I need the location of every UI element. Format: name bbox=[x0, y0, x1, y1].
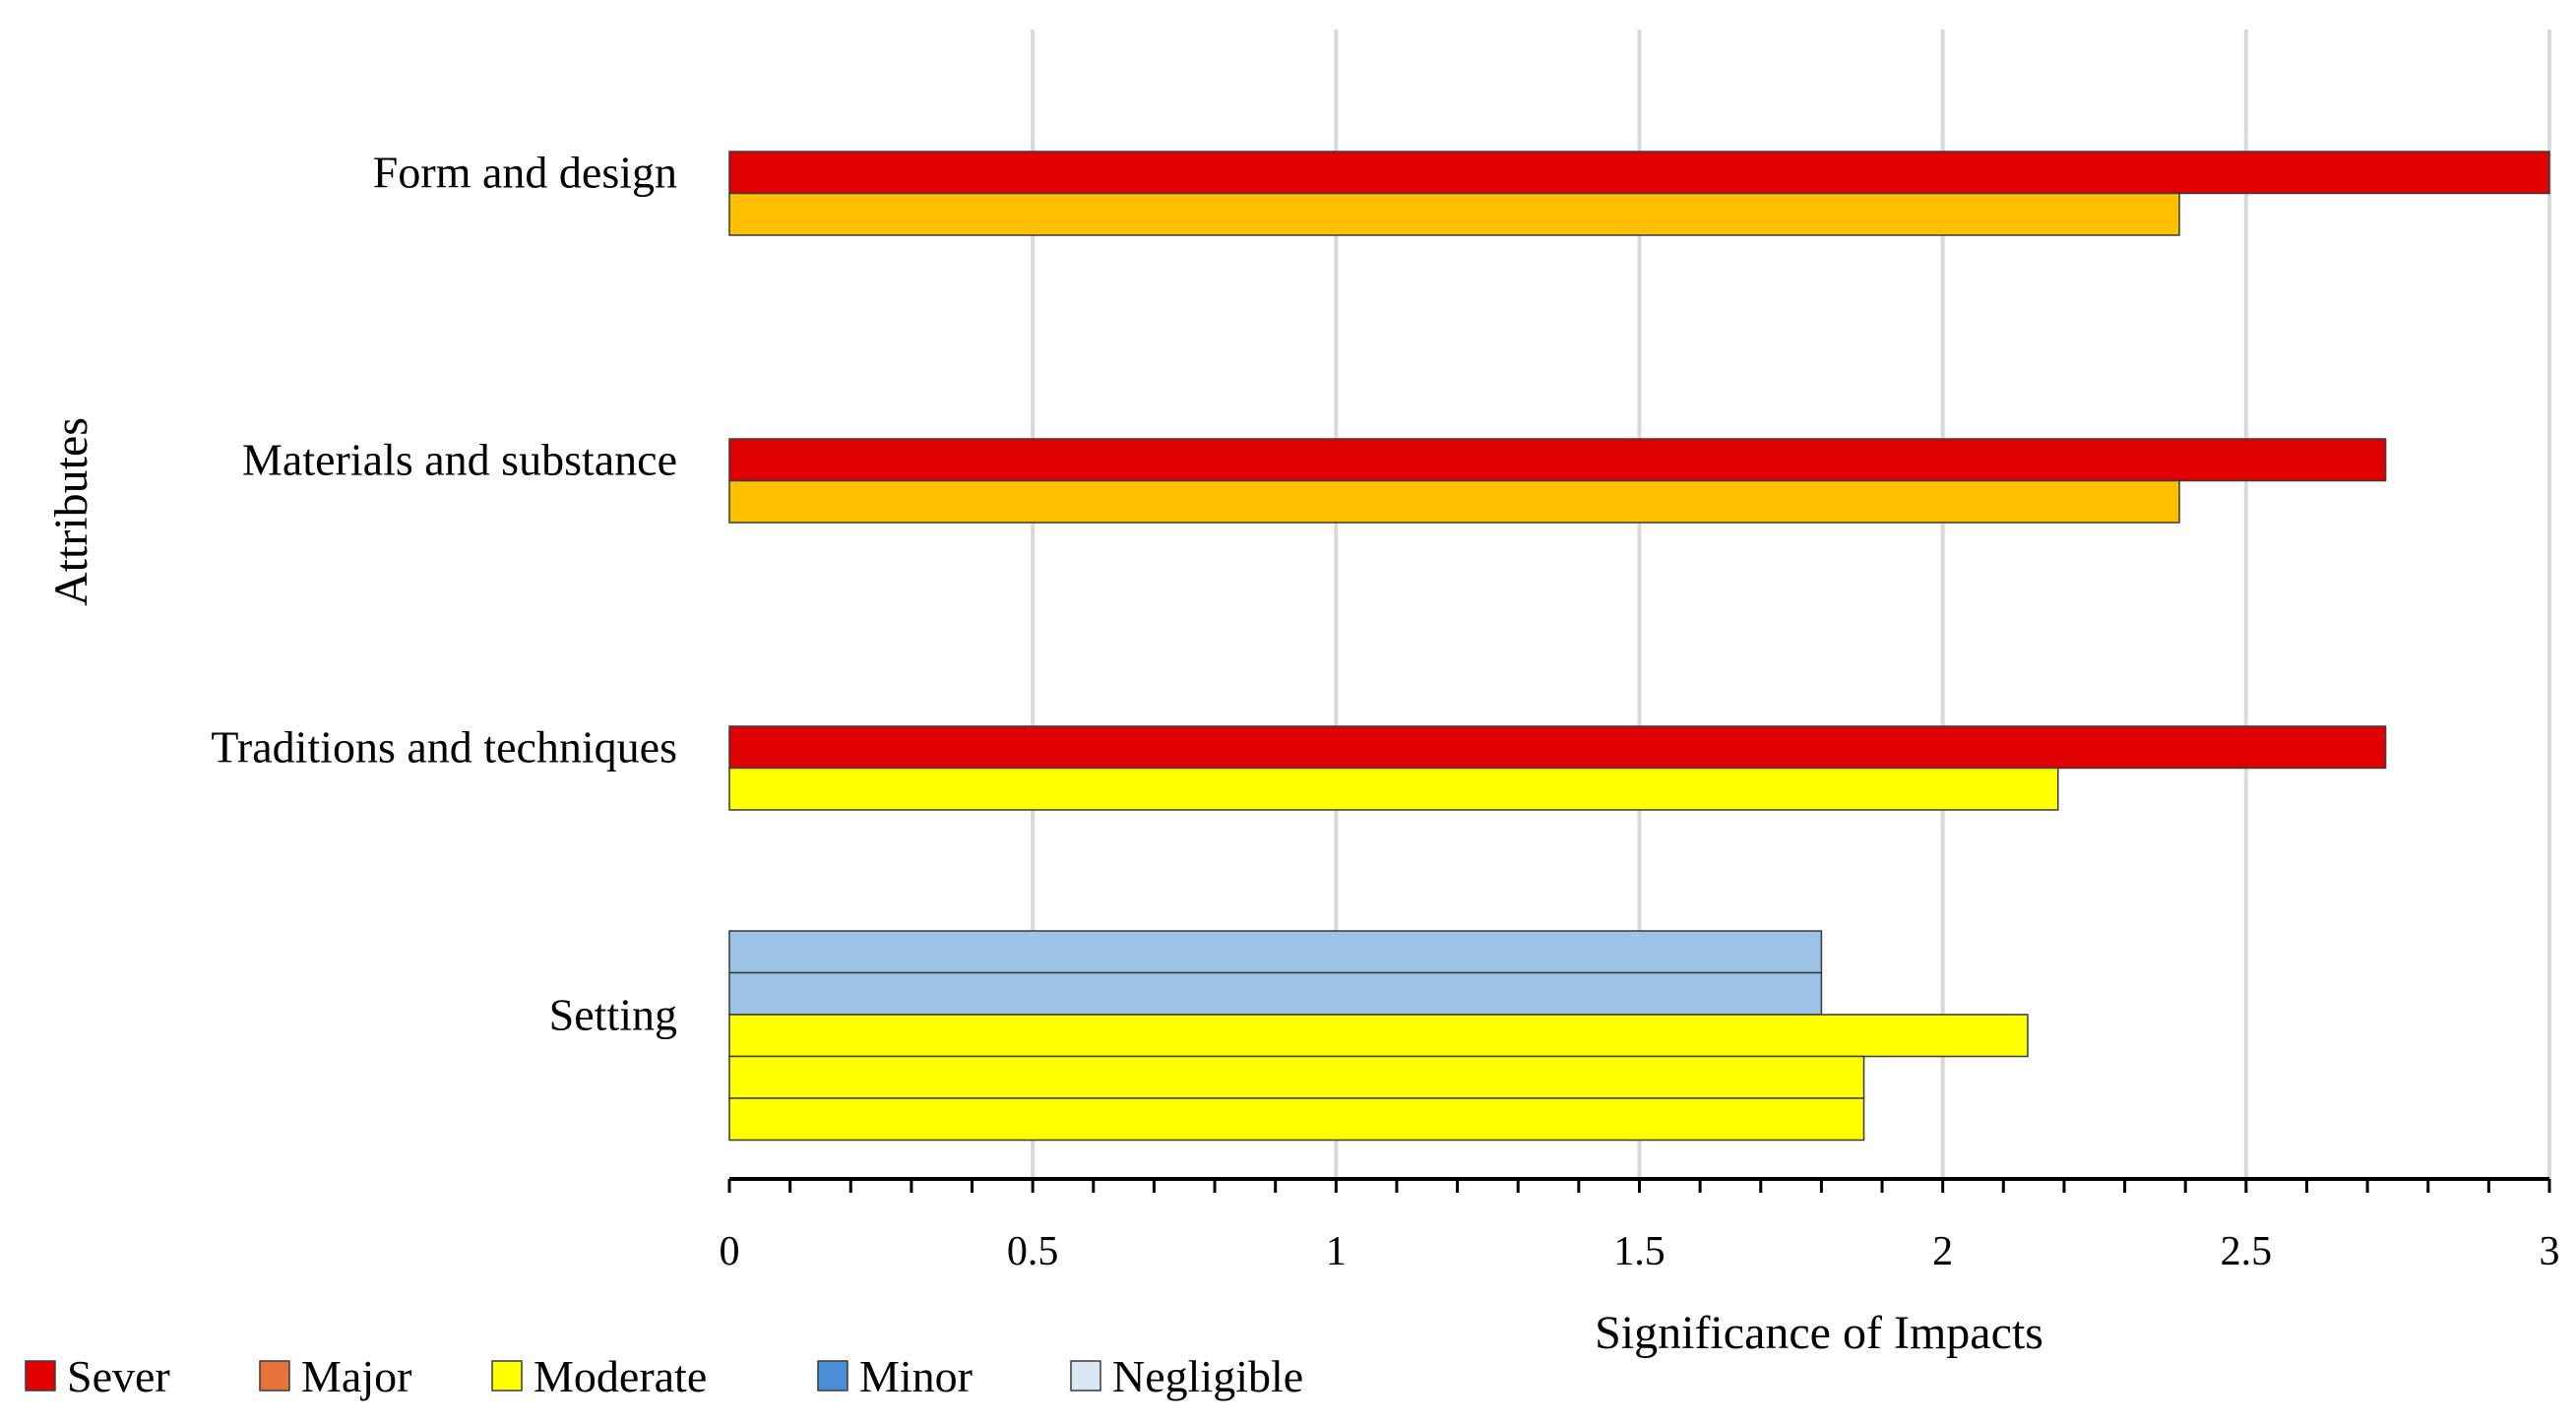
legend-swatch bbox=[259, 1360, 290, 1392]
x-axis-title: Significance of Impacts bbox=[1595, 1307, 2043, 1359]
legend-label: Negligible bbox=[1112, 1351, 1303, 1401]
y-axis-title: Attributes bbox=[45, 417, 97, 606]
x-tick-label: 1.5 bbox=[1613, 1229, 1665, 1274]
bar bbox=[728, 1097, 1865, 1142]
x-tick-label: 3 bbox=[2540, 1229, 2560, 1274]
x-tick-label: 2 bbox=[1932, 1229, 1953, 1274]
bar bbox=[728, 930, 1823, 974]
legend-label: Sever bbox=[67, 1351, 170, 1401]
legend-label: Major bbox=[301, 1351, 411, 1401]
bar bbox=[728, 971, 1823, 1016]
legend-swatch bbox=[1070, 1360, 1101, 1392]
category-label: Traditions and techniques bbox=[211, 722, 677, 773]
legend-item: Minor bbox=[817, 1351, 973, 1401]
legend-label: Minor bbox=[859, 1351, 973, 1401]
bar bbox=[728, 1055, 1865, 1099]
bar bbox=[728, 1014, 2029, 1058]
category-label: Form and design bbox=[373, 148, 677, 198]
legend-label: Moderate bbox=[534, 1351, 707, 1401]
category-label: Materials and substance bbox=[242, 435, 677, 485]
legend-item: Major bbox=[259, 1351, 411, 1401]
x-tick-label: 2.5 bbox=[2221, 1229, 2273, 1274]
x-tick-label: 0 bbox=[720, 1229, 740, 1274]
legend-swatch bbox=[817, 1360, 848, 1392]
legend: Sever Major Moderate Minor Negligible bbox=[25, 1351, 1303, 1401]
legend-item: Negligible bbox=[1070, 1351, 1303, 1401]
bars bbox=[728, 151, 2550, 1142]
category-label: Setting bbox=[549, 989, 677, 1039]
legend-swatch bbox=[491, 1360, 523, 1392]
x-axis: 0 0.5 1 1.5 2 2.5 3 bbox=[720, 1177, 2560, 1274]
bar bbox=[728, 192, 2180, 236]
legend-item: Sever bbox=[25, 1351, 170, 1401]
bar bbox=[728, 725, 2387, 770]
x-tick-label: 0.5 bbox=[1007, 1229, 1059, 1274]
legend-swatch bbox=[25, 1360, 56, 1392]
bar bbox=[728, 438, 2387, 482]
bar bbox=[728, 151, 2550, 195]
legend-item: Moderate bbox=[491, 1351, 707, 1401]
bar bbox=[728, 767, 2059, 811]
x-tick-label: 1 bbox=[1326, 1229, 1347, 1274]
bar bbox=[728, 479, 2180, 524]
category-labels: Form and design Materials and substance Tr… bbox=[211, 148, 677, 1040]
